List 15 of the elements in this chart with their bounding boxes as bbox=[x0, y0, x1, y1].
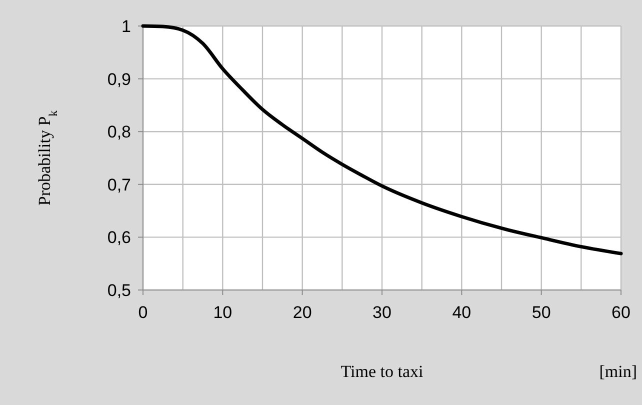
x-tick-label: 40 bbox=[452, 303, 472, 322]
x-tick-label: 10 bbox=[213, 303, 232, 322]
x-tick-label: 30 bbox=[372, 303, 392, 322]
y-tick-label: 0,6 bbox=[107, 228, 131, 248]
text: [min] bbox=[599, 362, 637, 381]
x-tick-label: 50 bbox=[532, 303, 551, 322]
x-axis-title: Time to taxi bbox=[340, 362, 424, 381]
x-tick-label: 0 bbox=[138, 303, 148, 322]
x-tick-label: 20 bbox=[292, 303, 312, 322]
y-tick-label: 0,9 bbox=[107, 70, 131, 89]
y-tick-label: 0,5 bbox=[107, 280, 131, 300]
x-tick-label: 60 bbox=[612, 303, 630, 322]
y-tick-label: 1 bbox=[122, 16, 131, 36]
y-tick-label: 0,8 bbox=[107, 122, 131, 142]
y-tick-label: 0,7 bbox=[107, 175, 131, 194]
